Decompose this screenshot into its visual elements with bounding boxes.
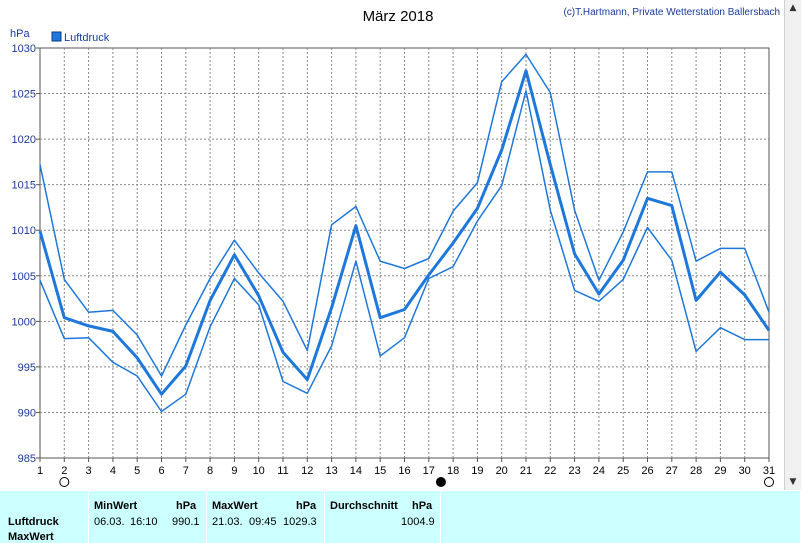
moon-phase-icon xyxy=(764,477,774,487)
chart-subtitle: (c)T.Hartmann, Private Wetterstation Bal… xyxy=(563,7,780,18)
x-tick-label: 15 xyxy=(374,465,386,477)
vertical-scrollbar[interactable]: ▲ ▼ xyxy=(784,0,801,490)
avg-header: Durchschnitt xyxy=(330,500,398,512)
x-tick-label: 19 xyxy=(471,465,483,477)
x-tick-label: 22 xyxy=(544,465,556,477)
max-value: 1029.3 xyxy=(283,516,317,528)
x-tick-label: 24 xyxy=(593,465,605,477)
max-date: 21.03. xyxy=(212,516,243,528)
min-unit: hPa xyxy=(176,500,197,512)
x-tick-label: 31 xyxy=(763,465,775,477)
y-tick-label: 1010 xyxy=(12,225,36,237)
y-tick-label: 1005 xyxy=(12,271,36,283)
x-tick-label: 9 xyxy=(231,465,237,477)
max-unit: hPa xyxy=(296,500,317,512)
x-tick-label: 10 xyxy=(253,465,265,477)
x-tick-label: 8 xyxy=(207,465,213,477)
y-tick-label: 985 xyxy=(18,453,36,465)
y-tick-label: 1020 xyxy=(12,134,36,146)
x-tick-label: 26 xyxy=(641,465,653,477)
x-tick-label: 2 xyxy=(61,465,67,477)
avg-value: 1004.9 xyxy=(401,516,435,528)
x-tick-label: 21 xyxy=(520,465,532,477)
series-line-min xyxy=(39,90,769,413)
x-tick-label: 7 xyxy=(183,465,189,477)
legend-swatch xyxy=(51,31,62,42)
moon-phase-icon xyxy=(435,477,446,487)
max-header: MaxWert xyxy=(212,500,258,512)
row-label-luftdruck: Luftdruck xyxy=(8,516,59,528)
scroll-up-icon[interactable]: ▲ xyxy=(789,3,797,13)
moon-phase-icon xyxy=(59,477,70,487)
y-tick-label: 1025 xyxy=(12,89,36,101)
x-tick-label: 28 xyxy=(690,465,702,477)
avg-unit: hPa xyxy=(412,500,433,512)
x-tick-label: 13 xyxy=(325,465,337,477)
x-tick-label: 3 xyxy=(86,465,92,477)
x-tick-label: 4 xyxy=(110,465,116,477)
x-tick-label: 29 xyxy=(714,465,726,477)
min-value: 990.1 xyxy=(172,516,200,528)
scroll-down-icon[interactable]: ▼ xyxy=(789,477,797,487)
pressure-chart: März 2018 (c)T.Hartmann, Private Wetters… xyxy=(10,7,780,487)
x-tick-label: 18 xyxy=(447,465,459,477)
min-time: 16:10 xyxy=(130,516,158,528)
series-line-mean xyxy=(38,69,771,396)
stats-panel: Luftdruck MaxWert MinWert hPa 06.03. 16:… xyxy=(0,491,800,543)
x-tick-label: 23 xyxy=(568,465,580,477)
y-tick-label: 1030 xyxy=(12,43,36,55)
x-tick-label: 1 xyxy=(37,465,43,477)
x-tick-label: 12 xyxy=(301,465,313,477)
min-header: MinWert xyxy=(94,500,138,512)
y-tick-label: 1000 xyxy=(12,316,36,328)
x-tick-label: 16 xyxy=(398,465,410,477)
x-tick-label: 5 xyxy=(134,465,140,477)
x-tick-label: 6 xyxy=(158,465,164,477)
row-label-maxwert: MaxWert xyxy=(8,531,54,543)
series-line-max xyxy=(39,53,770,377)
x-tick-label: 11 xyxy=(277,465,288,477)
y-axis-label: hPa xyxy=(10,28,30,40)
x-tick-label: 14 xyxy=(350,465,362,477)
y-tick-label: 995 xyxy=(18,362,36,374)
legend-label: Luftdruck xyxy=(64,32,110,44)
max-time: 09:45 xyxy=(249,516,277,528)
y-tick-label: 990 xyxy=(18,407,36,419)
x-tick-label: 17 xyxy=(423,465,435,477)
x-tick-label: 20 xyxy=(496,465,508,477)
min-date: 06.03. xyxy=(94,516,125,528)
chart-title: März 2018 xyxy=(363,8,434,25)
x-tick-label: 30 xyxy=(739,465,751,477)
x-tick-label: 27 xyxy=(666,465,678,477)
x-tick-label: 25 xyxy=(617,465,629,477)
y-tick-label: 1015 xyxy=(12,180,36,192)
